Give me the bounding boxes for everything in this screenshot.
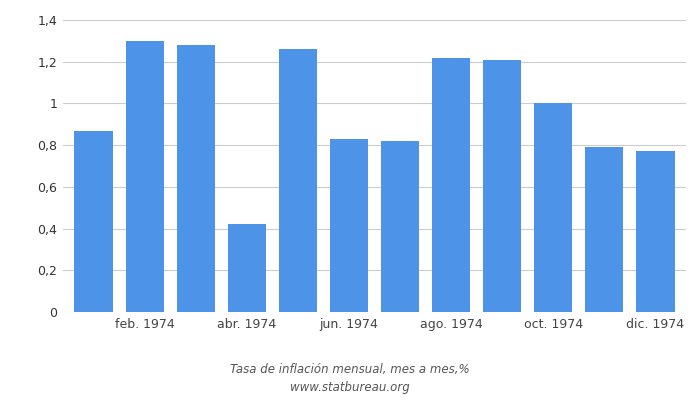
- Bar: [636, 151, 675, 312]
- Bar: [534, 104, 573, 312]
- Text: Tasa de inflación mensual, mes a mes,%: Tasa de inflación mensual, mes a mes,%: [230, 364, 470, 376]
- Bar: [432, 58, 470, 312]
- Bar: [381, 141, 419, 312]
- Bar: [585, 147, 624, 312]
- Bar: [176, 45, 215, 312]
- Bar: [330, 139, 368, 312]
- Bar: [74, 130, 113, 312]
- Bar: [483, 60, 522, 312]
- Bar: [279, 49, 317, 312]
- Bar: [228, 224, 266, 312]
- Text: www.statbureau.org: www.statbureau.org: [290, 382, 410, 394]
- Bar: [125, 41, 164, 312]
